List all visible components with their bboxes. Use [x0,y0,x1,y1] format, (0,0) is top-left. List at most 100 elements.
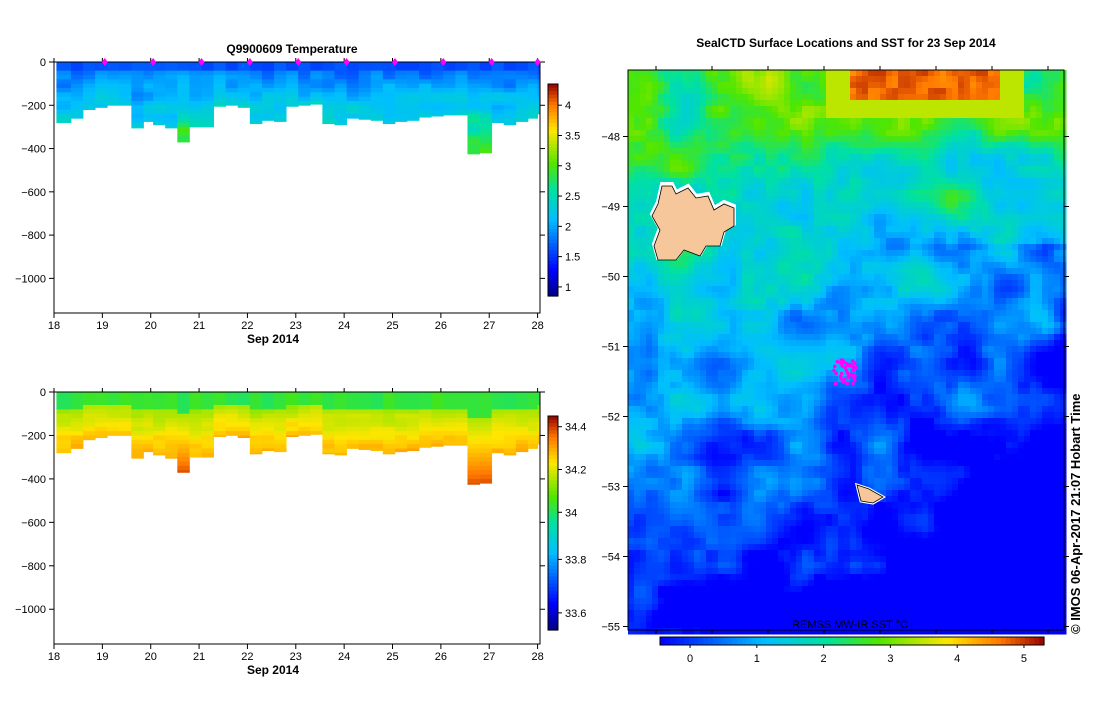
profile-cell [480,79,492,84]
sst-pixel [940,196,947,203]
sst-pixel [706,172,713,179]
profile-cell [56,401,71,406]
profile-cell [359,92,371,97]
sst-pixel [826,358,833,365]
sst-pixel [922,274,929,281]
sst-pixel [676,136,683,143]
sst-pixel [940,190,947,197]
profile-cell [131,444,143,449]
sst-pixel [796,190,803,197]
sst-pixel [820,172,827,179]
sst-pixel [682,172,689,179]
sst-pixel [676,334,683,341]
sst-pixel [988,190,995,197]
sst-pixel [922,76,929,83]
sst-pixel [790,346,797,353]
profile-cell [371,66,383,71]
profile-cell [383,66,395,71]
sst-pixel [898,88,905,95]
sst-pixel [1042,208,1049,215]
sst-pixel [748,322,755,329]
sst-pixel [646,334,653,341]
sst-pixel [676,178,683,185]
sst-pixel [874,172,881,179]
profile-cell [443,101,455,106]
sst-pixel [856,166,863,173]
sst-pixel [976,148,983,155]
profile-cell [334,401,346,406]
sst-pixel [670,268,677,275]
sst-pixel [838,166,845,173]
sst-pixel [760,334,767,341]
profile-cell [359,105,371,110]
colorbar-segment [548,285,558,289]
sst-pixel [766,316,773,323]
profile-cell [226,414,238,419]
profile-cell [322,401,334,406]
sst-pixel [646,202,653,209]
sst-pixel [820,94,827,101]
sst-pixel [778,220,785,227]
sst-pixel [778,268,785,275]
profile-cell [250,101,262,106]
sst-pixel [988,268,995,275]
sst-pixel [904,268,911,275]
sst-pixel [634,274,641,281]
sst-pixel [910,220,917,227]
sst-pixel [820,160,827,167]
sst-pixel [898,130,905,137]
profile-cell [119,84,131,89]
profile-cell [516,409,528,414]
sst-pixel [1048,280,1055,287]
sst-pixel [940,124,947,131]
profile-cell [407,118,419,121]
sst-pixel [904,184,911,191]
sst-pixel [958,82,965,89]
sst-pixel [820,82,827,89]
sst-pixel [724,190,731,197]
profile-cell [455,105,467,110]
sst-pixel [676,346,683,353]
sst-pixel [976,286,983,293]
sst-pixel [694,142,701,149]
sst-pixel [922,328,929,335]
sst-pixel [970,352,977,359]
sst-pixel [862,262,869,269]
sst-pixel [1060,322,1067,329]
sst-pixel [976,304,983,311]
profile-cell [492,84,504,89]
sst-pixel [706,148,713,155]
sst-pixel [1012,214,1019,221]
sst-pixel [958,106,965,113]
profile-cell [262,444,274,449]
sst-pixel [820,238,827,245]
profile-cell [371,75,383,80]
sst-pixel [694,298,701,305]
sst-pixel [820,220,827,227]
sst-pixel [988,274,995,281]
sst-pixel [898,286,905,293]
sst-pixel [814,136,821,143]
sst-pixel [784,202,791,209]
profile-cell [383,123,395,124]
profile-cell [153,448,165,453]
sst-pixel [844,160,851,167]
sst-pixel [928,274,935,281]
sst-pixel [994,190,1001,197]
profile-cell [262,401,274,406]
sst-pixel [682,274,689,281]
sst-pixel [934,214,941,221]
sst-pixel [862,328,869,335]
sst-pixel [760,166,767,173]
profile-cell [153,71,165,76]
sst-pixel [976,154,983,161]
sst-pixel [1012,346,1019,353]
sst-pixel [754,82,761,89]
sst-pixel [742,292,749,299]
profile-cell [322,66,334,71]
sst-pixel [706,70,713,77]
profile-cell [467,466,479,471]
sst-pixel [1012,238,1019,245]
x-tick-label: 25 [386,320,398,332]
sst-pixel [760,178,767,185]
